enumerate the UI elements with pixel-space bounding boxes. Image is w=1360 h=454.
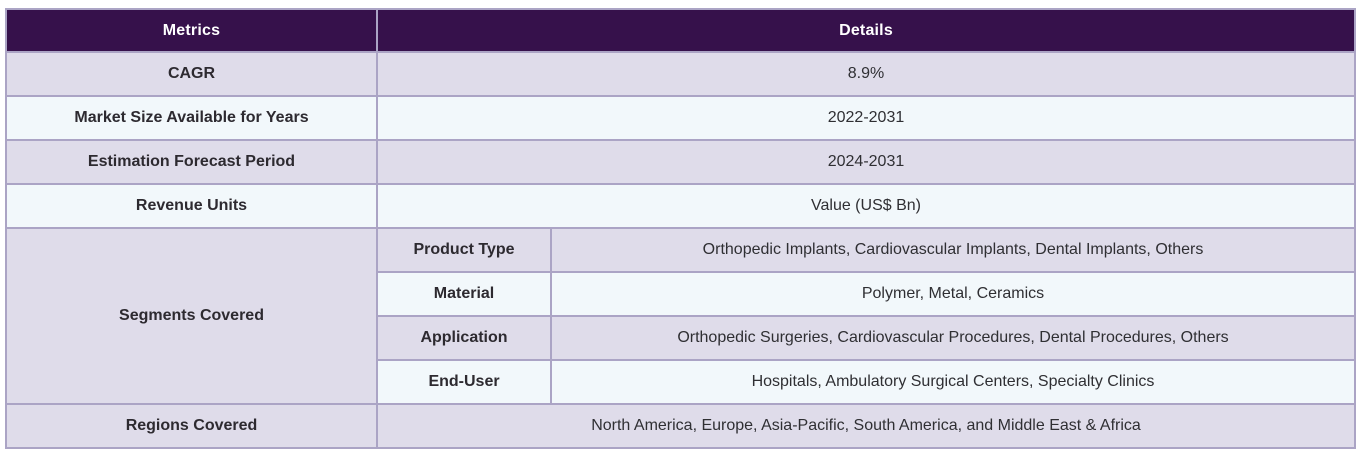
segment-name-application: Application: [376, 315, 552, 361]
metric-value-market-size-years: 2022-2031: [376, 95, 1356, 141]
metric-value-forecast-period: 2024-2031: [376, 139, 1356, 185]
metrics-table-container: Metrics Details CAGR 8.9% Market Size Av…: [5, 8, 1356, 449]
metric-label-revenue-units: Revenue Units: [5, 183, 378, 229]
metric-value-cagr: 8.9%: [376, 51, 1356, 97]
header-cell-metrics: Metrics: [5, 8, 378, 53]
table-row-segment-product-type: Segments Covered Product Type Orthopedic…: [5, 227, 1356, 405]
table-row-segment-material: Material Polymer, Metal, Ceramics: [6, 271, 1356, 317]
table-row-cagr: CAGR 8.9%: [5, 51, 1356, 97]
segment-value-material: Polymer, Metal, Ceramics: [550, 271, 1356, 317]
table-row-regions: Regions Covered North America, Europe, A…: [5, 403, 1356, 449]
segments-covered-label: Segments Covered: [5, 227, 378, 405]
segment-value-end-user: Hospitals, Ambulatory Surgical Centers, …: [550, 359, 1356, 405]
header-cell-details: Details: [376, 8, 1356, 53]
segment-name-product-type: Product Type: [376, 227, 552, 273]
table-header-row: Metrics Details: [5, 8, 1356, 53]
table-row-revenue-units: Revenue Units Value (US$ Bn): [5, 183, 1356, 229]
table-row-segment-end-user: End-User Hospitals, Ambulatory Surgical …: [6, 359, 1356, 405]
segment-value-product-type: Orthopedic Implants, Cardiovascular Impl…: [550, 227, 1356, 273]
regions-covered-label: Regions Covered: [5, 403, 378, 449]
table-row-forecast-period: Estimation Forecast Period 2024-2031: [5, 139, 1356, 185]
table-row-market-size-years: Market Size Available for Years 2022-203…: [5, 95, 1356, 141]
metrics-table: Metrics Details CAGR 8.9% Market Size Av…: [5, 8, 1356, 449]
segment-name-material: Material: [376, 271, 552, 317]
table-row-segment-application: Application Orthopedic Surgeries, Cardio…: [6, 315, 1356, 361]
segment-name-end-user: End-User: [376, 359, 552, 405]
metric-value-revenue-units: Value (US$ Bn): [376, 183, 1356, 229]
metric-label-cagr: CAGR: [5, 51, 378, 97]
segment-value-application: Orthopedic Surgeries, Cardiovascular Pro…: [550, 315, 1356, 361]
metric-label-market-size-years: Market Size Available for Years: [5, 95, 378, 141]
metric-label-forecast-period: Estimation Forecast Period: [5, 139, 378, 185]
regions-covered-value: North America, Europe, Asia-Pacific, Sou…: [376, 403, 1356, 449]
